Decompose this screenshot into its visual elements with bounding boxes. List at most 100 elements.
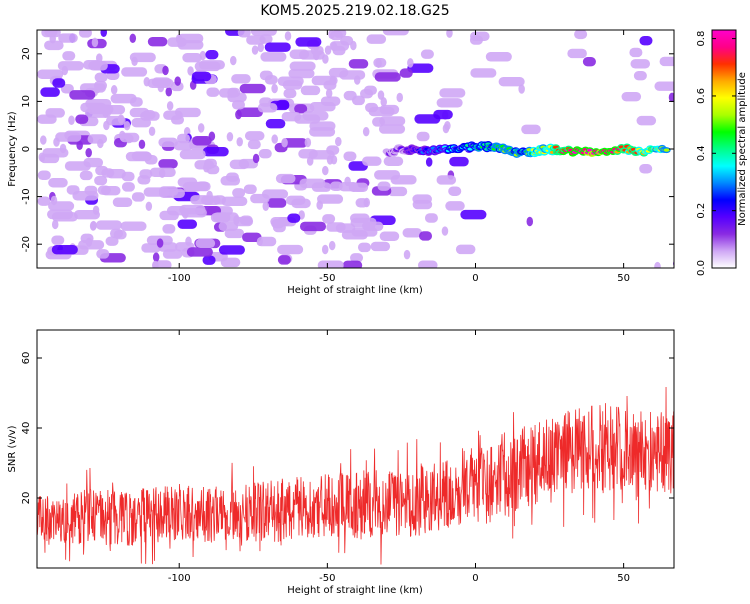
spectrogram-cell	[96, 249, 110, 259]
spectrogram-cell	[377, 181, 391, 191]
spectrogram-cell	[291, 198, 311, 209]
spectrogram-cell	[156, 238, 164, 248]
spectrogram-cell	[362, 126, 370, 137]
spectrogram-cell	[231, 74, 251, 84]
spectrogram-cell	[298, 149, 318, 159]
spectrogram-cell	[407, 58, 414, 68]
spectrogram-cell	[326, 145, 340, 155]
spectrogram-cell	[365, 102, 379, 113]
spectrogram-cell	[350, 253, 364, 263]
spectrogram-cell	[445, 201, 465, 211]
colorbar-tick-label: 0.0	[696, 260, 707, 276]
spectrogram-cell	[191, 71, 212, 82]
spectrogram-cell	[329, 181, 343, 191]
spectrogram-cell	[97, 185, 111, 195]
spectrogram-cell	[271, 83, 278, 94]
spectrogram-cell	[325, 88, 333, 99]
spectrogram-cell	[412, 194, 432, 204]
spectrogram-cell	[227, 87, 241, 98]
spectrogram-cell	[78, 240, 105, 250]
spectrogram-cell	[90, 220, 97, 231]
spectrogram-cell	[94, 72, 108, 83]
spectrogram-cell	[275, 173, 296, 184]
spectrogram-cell	[629, 47, 643, 58]
x-tick-label: -100	[168, 273, 191, 284]
spectrogram-cell	[179, 204, 206, 215]
spectrogram-cell	[379, 116, 406, 126]
spectrogram-cell	[37, 69, 64, 79]
spectrogram-cell	[448, 186, 462, 196]
spectrogram-cell	[51, 235, 65, 245]
spectrogram-cell	[110, 85, 118, 95]
spectrogram-cell	[109, 228, 124, 239]
spectrogram-cell	[73, 209, 100, 220]
spectrogram-cell	[131, 151, 152, 161]
spectrogram-cell	[51, 219, 59, 230]
spectrogram-cell	[105, 236, 119, 246]
spectrogram-cell	[354, 75, 361, 85]
spectrogram-cell	[121, 171, 135, 182]
spectrogram-cell	[266, 198, 287, 208]
spectrogram-cell	[205, 49, 219, 60]
spectrogram-cell	[177, 40, 204, 50]
spectrogram-cell	[277, 76, 304, 86]
x-tick-label: 50	[617, 573, 630, 584]
colorbar-tick-label: 0.4	[696, 145, 707, 161]
spectrogram-cell	[329, 75, 337, 86]
spectrogram-cell	[294, 104, 308, 114]
spectrogram-cell	[119, 132, 140, 143]
spectrogram-cell	[159, 210, 179, 221]
spectrogram-cell	[48, 178, 68, 188]
signal-point	[663, 148, 670, 152]
spectrogram-cell	[425, 157, 433, 167]
spectrogram-cell	[370, 241, 391, 252]
spectrogram-cell	[271, 134, 278, 144]
colorbar-tick-label: 0.2	[696, 203, 707, 219]
spectrogram-cell	[196, 181, 210, 191]
spectrogram-cell	[37, 170, 51, 180]
spectrogram-cell	[252, 153, 260, 164]
spectrogram-cell	[436, 98, 463, 108]
spectrogram-cell	[110, 93, 137, 104]
spectrogram-cell	[220, 176, 241, 186]
spectrogram-cell	[95, 220, 122, 230]
spectrogram-cell	[329, 41, 350, 51]
spectrogram-cell	[147, 36, 168, 47]
spectrogram-cell	[379, 104, 400, 115]
spectrogram-cell	[206, 190, 213, 201]
spectrogram-cell	[299, 221, 327, 232]
spectrogram-cell	[260, 52, 287, 62]
spectrogram-cell	[218, 221, 239, 232]
spectrogram-cell	[69, 90, 96, 100]
spectrogram-cell	[230, 55, 237, 66]
spectrogram-cell	[236, 137, 243, 147]
snr-x-label: Height of straight line (km)	[287, 585, 423, 596]
spectrogram-cell	[62, 51, 76, 61]
spectrogram-cell	[235, 109, 242, 120]
spectrogram-cell	[117, 114, 125, 124]
spectrogram-cell	[202, 146, 229, 157]
spectrogram-cell	[78, 30, 92, 38]
spectrogram-cell	[403, 249, 411, 260]
spectrogram-cell	[399, 68, 413, 78]
spectrogram-cell	[162, 65, 169, 76]
snr-y-ticks: 20 40 60	[21, 352, 674, 504]
spectrogram-cell	[380, 97, 387, 107]
spectrogram-cell	[123, 120, 131, 131]
spectrogram-cell	[232, 188, 246, 198]
spectrogram-cell	[436, 175, 457, 185]
spectrogram-cell	[387, 186, 408, 197]
spectrogram-cell	[152, 260, 159, 268]
spectrogram-cell	[355, 198, 369, 208]
spectrogram-cell	[38, 152, 46, 162]
spectrogram-cell	[470, 68, 497, 78]
spectrogram-cell	[197, 123, 205, 133]
spectrogram-cells	[37, 30, 674, 268]
spectrogram-cell	[281, 112, 302, 122]
snr-panel: -100 -50 0 50 20 40 60 Height of straight lin…	[7, 329, 675, 596]
snr-series	[37, 386, 674, 565]
spectrogram-cell	[374, 72, 401, 82]
spectrogram-cell	[498, 77, 525, 87]
